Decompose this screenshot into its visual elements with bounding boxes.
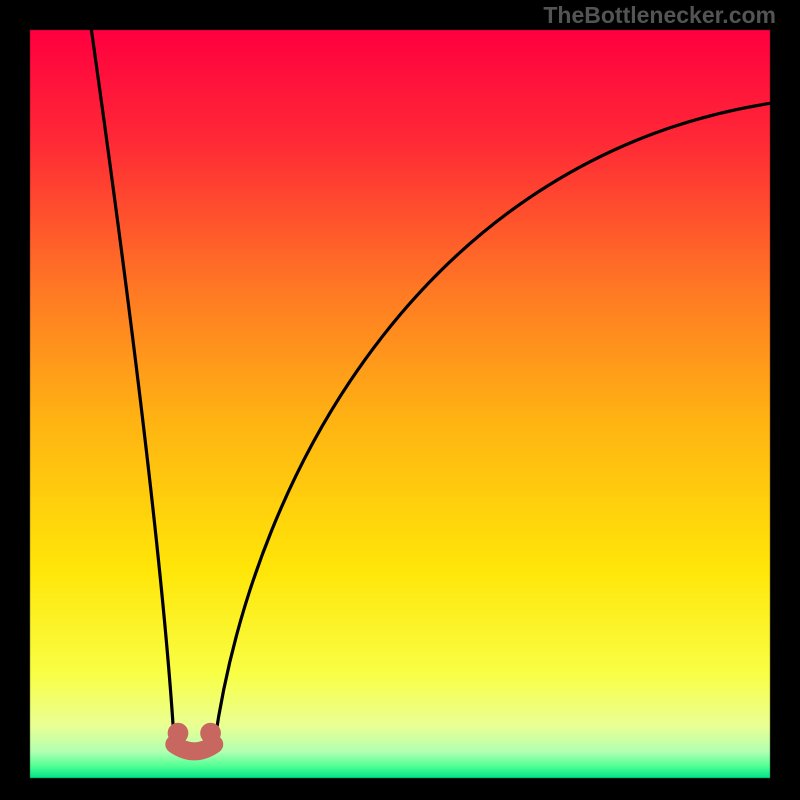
- trough-dot-right: [200, 723, 221, 744]
- trough-dot-left: [168, 723, 189, 744]
- watermark-text: TheBottlenecker.com: [543, 2, 776, 29]
- chart-stage: TheBottlenecker.com: [0, 0, 800, 800]
- chart-overlay: [0, 0, 800, 800]
- curve-trough-cap: [174, 744, 214, 751]
- curve-right-branch: [214, 103, 770, 744]
- curve-left-branch: [91, 30, 174, 744]
